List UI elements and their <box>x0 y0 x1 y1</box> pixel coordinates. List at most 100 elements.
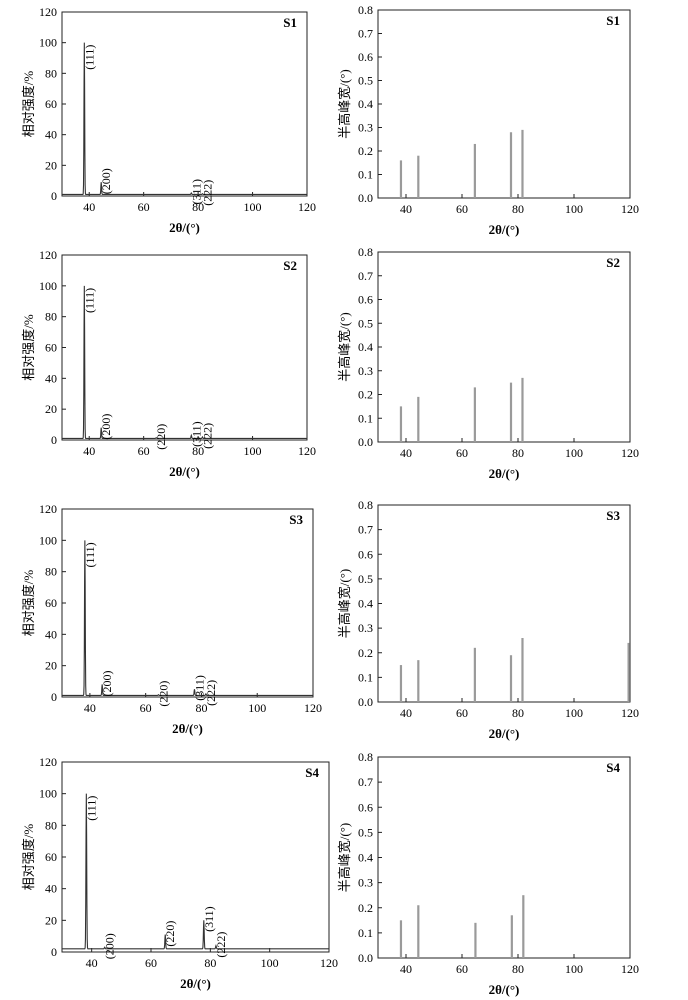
peak-label: (111) <box>84 796 98 821</box>
peak-label: (200) <box>99 168 113 194</box>
y-tick-label: 0.4 <box>358 851 373 865</box>
y-tick-label: 0.3 <box>358 121 373 135</box>
y-tick-label: 60 <box>45 596 57 610</box>
y-tick-label: 0.2 <box>358 646 373 660</box>
panel-S4-fwhm: 40 60 80 100 120 0.0 0.1 0.2 0.3 0.4 0.5 0.6 0.7 0.8 2… <box>337 750 639 997</box>
y-tick-label: 20 <box>45 913 57 927</box>
sample-label: S4 <box>606 760 620 775</box>
x-tick-label: 100 <box>248 701 266 715</box>
y-tick-label: 0.4 <box>358 597 373 611</box>
y-tick-label: 0.5 <box>358 825 373 839</box>
x-tick-label: 80 <box>512 962 524 976</box>
y-tick-label: 0.5 <box>358 74 373 88</box>
y-tick-label: 0.1 <box>358 411 373 425</box>
x-tick-label: 80 <box>192 444 204 458</box>
plot-frame <box>61 254 308 441</box>
y-axis-label: 半高峰宽/(°) <box>337 69 352 138</box>
x-tick-label: 40 <box>83 444 95 458</box>
x-tick-label: 100 <box>565 962 583 976</box>
y-tick-label: 0.2 <box>358 388 373 402</box>
y-tick-label: 0.7 <box>358 269 373 283</box>
peak-label: (111) <box>83 542 97 567</box>
x-tick-label: 60 <box>145 956 157 970</box>
x-tick-label: 60 <box>456 962 468 976</box>
x-tick-label: 60 <box>140 701 152 715</box>
x-tick-label: 120 <box>298 444 316 458</box>
y-tick-label: 40 <box>45 882 57 896</box>
y-tick-label: 100 <box>39 279 57 293</box>
y-tick-label: 40 <box>45 371 57 385</box>
y-tick-label: 20 <box>45 659 57 673</box>
x-tick-label: 40 <box>86 956 98 970</box>
x-tick-label: 120 <box>320 956 338 970</box>
y-tick-label: 0.7 <box>358 27 373 41</box>
x-axis-label: 2θ/(°) <box>489 222 520 237</box>
y-axis-label: 相对强度/% <box>21 314 36 381</box>
y-tick-label: 120 <box>39 755 57 769</box>
y-tick-label: 0.0 <box>358 435 373 449</box>
peak-label: (311) <box>189 421 203 447</box>
y-axis-label: 相对强度/% <box>21 71 36 138</box>
x-tick-label: 80 <box>192 200 204 214</box>
y-tick-label: 0.0 <box>358 951 373 965</box>
x-tick-label: 60 <box>138 200 150 214</box>
y-tick-label: 0.6 <box>358 547 373 561</box>
x-tick-label: 40 <box>83 200 95 214</box>
y-axis-label: 半高峰宽/(°) <box>337 569 352 638</box>
y-tick-label: 0.2 <box>358 144 373 158</box>
plot-frame <box>377 251 631 443</box>
x-tick-label: 40 <box>84 701 96 715</box>
y-axis-label: 相对强度/% <box>21 570 36 637</box>
y-axis-label: 半高峰宽/(°) <box>337 312 352 381</box>
x-tick-label: 80 <box>195 701 207 715</box>
sample-label: S1 <box>606 13 620 28</box>
y-tick-label: 60 <box>45 341 57 355</box>
y-tick-label: 0.4 <box>358 97 373 111</box>
peak-label: (220) <box>156 681 170 707</box>
plot-frame <box>377 9 631 199</box>
x-tick-label: 100 <box>565 202 583 216</box>
x-tick-label: 80 <box>512 202 524 216</box>
y-tick-label: 120 <box>39 248 57 262</box>
x-tick-label: 80 <box>512 706 524 720</box>
x-axis-label: 2θ/(°) <box>180 976 211 991</box>
y-tick-label: 0.6 <box>358 50 373 64</box>
plot-frame <box>377 504 631 703</box>
peak-label: (200) <box>100 670 114 696</box>
sample-label: S4 <box>305 765 319 780</box>
y-tick-label: 0.8 <box>358 3 373 17</box>
peak-label: (311) <box>202 906 216 932</box>
diffraction-line <box>62 540 313 696</box>
x-axis-label: 2θ/(°) <box>169 464 200 479</box>
y-tick-label: 0.3 <box>358 876 373 890</box>
y-tick-label: 0 <box>51 945 57 959</box>
y-tick-label: 0.5 <box>358 316 373 330</box>
y-tick-label: 0.0 <box>358 695 373 709</box>
x-tick-label: 40 <box>400 446 412 460</box>
y-tick-label: 80 <box>45 310 57 324</box>
x-axis-label: 2θ/(°) <box>169 220 200 235</box>
y-tick-label: 80 <box>45 66 57 80</box>
sample-label: S3 <box>289 512 303 527</box>
y-tick-label: 0.8 <box>358 750 373 764</box>
x-tick-label: 40 <box>400 202 412 216</box>
y-tick-label: 40 <box>45 128 57 142</box>
y-tick-label: 20 <box>45 402 57 416</box>
y-tick-label: 120 <box>39 5 57 19</box>
peak-label: (311) <box>192 675 206 701</box>
x-tick-label: 120 <box>621 962 639 976</box>
diffraction-line <box>62 793 329 950</box>
y-tick-label: 0.5 <box>358 572 373 586</box>
sample-label: S3 <box>606 508 620 523</box>
panel-S3-xrd: 40 60 80 100 120 0 20 40 60 80 100 120 2θ/(°) 相对强度/% S… <box>21 502 322 736</box>
x-axis-label: 2θ/(°) <box>489 982 520 997</box>
peak-label: (222) <box>200 180 214 206</box>
x-tick-label: 80 <box>204 956 216 970</box>
panel-S1-fwhm: 40 60 80 100 120 0.0 0.1 0.2 0.3 0.4 0.5 0.6 0.7 0.8 2… <box>337 3 639 237</box>
peak-label: (220) <box>154 424 168 450</box>
diffraction-line <box>62 42 307 196</box>
y-tick-label: 0 <box>51 189 57 203</box>
y-tick-label: 60 <box>45 850 57 864</box>
y-tick-label: 100 <box>39 533 57 547</box>
y-tick-label: 80 <box>45 818 57 832</box>
